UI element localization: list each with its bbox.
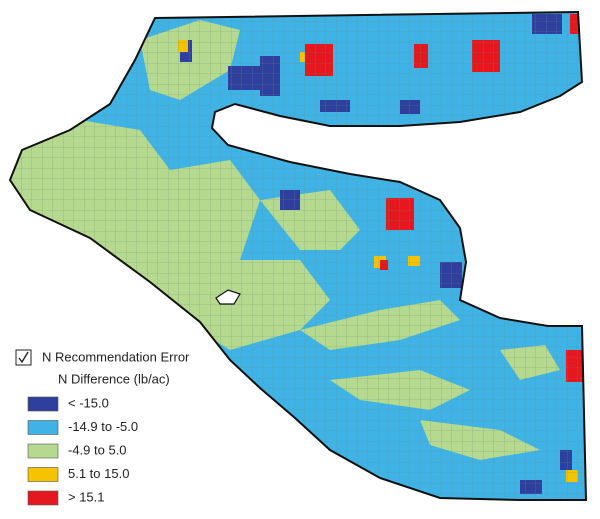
legend-checkbox	[15, 349, 32, 366]
legend-label: -4.9 to 5.0	[68, 442, 127, 457]
legend-label: -14.9 to -5.0	[68, 419, 138, 434]
legend-subtitle: N Difference (lb/ac)	[58, 371, 170, 386]
legend-swatch	[27, 420, 59, 435]
legend: N Recommendation Error N Difference (lb/…	[15, 349, 190, 506]
legend-label: > 15.1	[68, 489, 105, 504]
legend-swatch	[27, 396, 59, 412]
legend-check	[18, 351, 29, 364]
legend-label: 5.1 to 15.0	[68, 466, 129, 481]
legend-title: N Recommendation Error	[42, 349, 190, 364]
legend-label: < -15.0	[68, 395, 109, 410]
legend-items: < -15.0 -14.9 to -5.0 -4.9 to 5.0 5.1 to 15…	[27, 395, 138, 506]
field-hole	[215, 289, 241, 305]
legend-swatch	[27, 490, 59, 506]
field-outline	[8, 10, 588, 501]
legend-swatch	[27, 467, 59, 482]
legend-swatch	[27, 443, 59, 459]
